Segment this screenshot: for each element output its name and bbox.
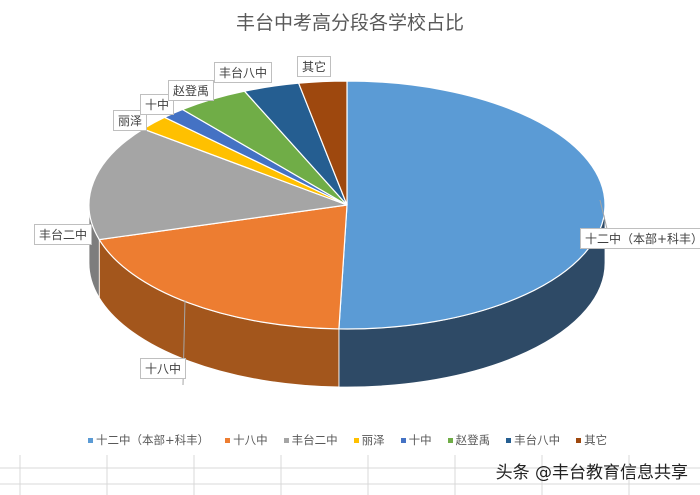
legend-swatch-7 bbox=[576, 437, 582, 443]
leader-line-1 bbox=[599, 199, 609, 234]
pie-slice-7[interactable] bbox=[297, 80, 348, 206]
pie-slice-0[interactable] bbox=[338, 80, 606, 330]
legend-label-0: 十二中（本部+科丰） bbox=[96, 433, 210, 447]
legend-swatch-0 bbox=[88, 437, 93, 443]
data-label-1: 十八中 bbox=[140, 358, 187, 379]
pie-slice-1[interactable] bbox=[98, 204, 348, 330]
legend-item-0[interactable]: 十二中（本部+科丰） bbox=[88, 432, 209, 448]
legend-label-3: 丽泽 bbox=[361, 433, 385, 447]
legend-swatch-3 bbox=[353, 437, 359, 443]
legend-label-6: 丰台八中 bbox=[514, 433, 561, 447]
legend-item-4[interactable]: 十中 bbox=[400, 432, 432, 448]
legend-swatch-5 bbox=[447, 437, 453, 443]
legend-item-2[interactable]: 丰台二中 bbox=[283, 432, 338, 448]
legend-swatch-1 bbox=[225, 437, 231, 443]
data-label-5: 赵登禹 bbox=[168, 80, 215, 101]
data-label-6: 丰台八中 bbox=[214, 62, 273, 83]
chart-title: 丰台中考高分段各学校占比 bbox=[235, 12, 464, 34]
legend-label-5: 赵登禹 bbox=[455, 433, 491, 447]
legend-swatch-4 bbox=[400, 437, 406, 443]
legend-item-6[interactable]: 丰台八中 bbox=[506, 432, 560, 448]
spreadsheet-grid bbox=[0, 455, 700, 495]
pie-slice-2[interactable] bbox=[88, 128, 348, 241]
watermark: 头条 @丰台教育信息共享 bbox=[495, 463, 688, 483]
data-label-7: 其它 bbox=[297, 56, 332, 77]
legend-item-3[interactable]: 丽泽 bbox=[353, 432, 385, 448]
legend-swatch-2 bbox=[283, 437, 289, 443]
legend-label-7: 其它 bbox=[584, 433, 608, 447]
legend-label-1: 十八中 bbox=[233, 433, 268, 447]
legend-item-7[interactable]: 其它 bbox=[576, 432, 607, 448]
legend-swatch-6 bbox=[506, 437, 512, 443]
legend-item-5[interactable]: 赵登禹 bbox=[447, 432, 491, 448]
legend-label-2: 丰台二中 bbox=[291, 433, 338, 447]
legend: 十二中（本部+科丰） 十八中 丰台二中 丽泽 十中 赵登禹 丰台八中 其它 bbox=[88, 432, 607, 448]
legend-label-4: 十中 bbox=[408, 433, 432, 447]
data-label-4: 十中 bbox=[140, 94, 175, 115]
legend-item-1[interactable]: 十八中 bbox=[225, 432, 268, 448]
data-label-3: 丽泽 bbox=[113, 110, 148, 131]
data-label-2: 丰台二中 bbox=[34, 224, 93, 245]
data-label-0: 十二中（本部+科丰） bbox=[580, 228, 700, 249]
